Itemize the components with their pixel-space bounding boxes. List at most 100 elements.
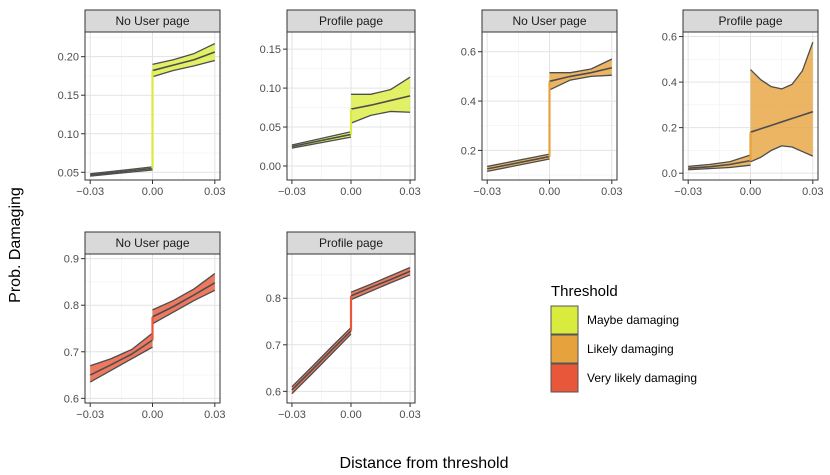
legend-title: Threshold bbox=[551, 283, 618, 300]
ci-ribbon-right bbox=[351, 77, 411, 124]
x-axis-title: Distance from threshold bbox=[340, 455, 509, 472]
y-tick-label: 0.0 bbox=[662, 168, 677, 180]
y-tick-label: 0.2 bbox=[461, 145, 476, 157]
x-tick-label: 0.03 bbox=[399, 409, 420, 421]
upper-line-left bbox=[688, 154, 751, 167]
fit-line-left bbox=[89, 339, 153, 376]
fit-line-left bbox=[688, 159, 751, 169]
y-tick-label: 0.6 bbox=[461, 47, 476, 59]
panel-3: No User page −0.03 0.00 0.03 0.2 0.4 0.6 bbox=[461, 9, 623, 198]
panel-strip-label: Profile page bbox=[319, 14, 383, 28]
panel-6: Profile page −0.03 0.00 0.03 0.6 0.7 0.8 bbox=[266, 231, 421, 421]
y-tick-label: 0.6 bbox=[266, 386, 281, 398]
y-tick-label: 0.4 bbox=[461, 96, 476, 108]
panel-strip-label: No User page bbox=[115, 236, 189, 250]
lower-line-left bbox=[487, 158, 550, 173]
y-tick-label: 0.05 bbox=[260, 122, 281, 134]
y-tick-label: 0.15 bbox=[58, 90, 79, 102]
y-tick-label: 0.20 bbox=[58, 52, 79, 64]
lower-line-right bbox=[152, 59, 215, 78]
x-tick-label: 0.00 bbox=[142, 186, 163, 198]
upper-line-left bbox=[90, 166, 153, 175]
legend-label: Likely damaging bbox=[587, 342, 674, 356]
lower-line-left bbox=[291, 333, 352, 395]
y-tick-label: 0.6 bbox=[64, 393, 79, 405]
upper-line-right bbox=[750, 42, 814, 90]
lower-line-left bbox=[688, 164, 751, 171]
x-tick-label: 0.00 bbox=[142, 409, 163, 421]
y-tick-label: 0.8 bbox=[266, 293, 281, 305]
x-tick-label: 0.00 bbox=[740, 186, 761, 198]
x-tick-label: 0.03 bbox=[601, 186, 622, 198]
y-tick-label: 0.00 bbox=[260, 161, 281, 173]
y-tick-label: 0.8 bbox=[64, 300, 79, 312]
fit-line-right bbox=[750, 110, 814, 133]
x-tick-label: −0.03 bbox=[76, 409, 104, 421]
x-tick-label: −0.03 bbox=[473, 186, 501, 198]
panel-5: No User page −0.03 0.00 0.03 0.6 0.7 0.8 0.9 bbox=[64, 231, 226, 421]
y-tick-label: 0.15 bbox=[260, 44, 281, 56]
lower-line-left bbox=[90, 169, 153, 177]
fit-line-right bbox=[152, 51, 216, 72]
lower-line-right bbox=[350, 110, 411, 124]
x-tick-label: 0.00 bbox=[539, 186, 560, 198]
fit-line-left bbox=[291, 133, 352, 148]
panels: No User page −0.03 0.00 0.03 0.05 0.10 0.15 0.2… bbox=[58, 9, 824, 421]
legend-label: Very likely damaging bbox=[587, 371, 697, 385]
fit-line-right bbox=[152, 282, 216, 318]
upper-line-left bbox=[291, 327, 352, 388]
ci-ribbon-left bbox=[688, 154, 751, 170]
upper-line-left bbox=[291, 131, 352, 146]
upper-line-right bbox=[152, 273, 216, 311]
panel-border bbox=[84, 31, 221, 181]
lower-line-left bbox=[89, 346, 153, 383]
x-tick-label: 0.03 bbox=[204, 186, 225, 198]
panel-strip-label: Profile page bbox=[718, 14, 782, 28]
panel-2: Profile page −0.03 0.00 0.03 0.00 0.05 0.10 0.1… bbox=[260, 9, 421, 198]
y-tick-label: 0.4 bbox=[662, 77, 677, 89]
panel-1: No User page −0.03 0.00 0.03 0.05 0.10 0.15 0.2… bbox=[58, 9, 226, 198]
upper-line-right bbox=[350, 266, 411, 293]
upper-line-right bbox=[152, 42, 216, 66]
y-tick-label: 0.10 bbox=[58, 129, 79, 141]
fit-line-right bbox=[549, 66, 612, 83]
y-tick-label: 0.2 bbox=[662, 123, 677, 135]
legend: Threshold Maybe damaging Likely damaging V… bbox=[550, 283, 697, 393]
x-tick-label: 0.03 bbox=[399, 186, 420, 198]
y-tick-label: 0.6 bbox=[662, 32, 677, 44]
x-tick-label: 0.03 bbox=[204, 409, 225, 421]
lower-line-right bbox=[152, 289, 216, 325]
upper-line-left bbox=[89, 332, 153, 367]
ci-ribbon-right bbox=[152, 273, 215, 324]
upper-line-left bbox=[487, 153, 550, 168]
legend-key bbox=[550, 334, 579, 364]
panel-strip-label: Profile page bbox=[319, 236, 383, 250]
y-tick-label: 0.05 bbox=[58, 167, 79, 179]
x-tick-label: 0.03 bbox=[802, 186, 823, 198]
upper-line-right bbox=[351, 76, 411, 95]
fit-line-left bbox=[90, 167, 153, 176]
lower-line-right bbox=[350, 274, 411, 301]
y-tick-label: 0.7 bbox=[266, 340, 281, 352]
lower-line-left bbox=[291, 136, 352, 149]
lower-line-right bbox=[750, 145, 814, 163]
upper-line-right bbox=[549, 58, 613, 74]
panel-border bbox=[286, 31, 416, 181]
ci-ribbon-right bbox=[750, 42, 813, 162]
panel-border bbox=[286, 253, 416, 404]
panel-strip-label: No User page bbox=[115, 14, 189, 28]
x-tick-label: 0.00 bbox=[340, 186, 361, 198]
legend-key bbox=[550, 305, 579, 335]
legend-key bbox=[550, 363, 579, 393]
panel-border bbox=[481, 31, 618, 181]
ci-ribbon-right bbox=[152, 43, 215, 77]
fit-line-left bbox=[291, 330, 352, 391]
x-tick-label: −0.03 bbox=[278, 409, 306, 421]
fit-line-right bbox=[350, 95, 411, 110]
y-tick-label: 0.9 bbox=[64, 254, 79, 266]
x-tick-label: 0.00 bbox=[340, 409, 361, 421]
lower-line-right bbox=[549, 74, 612, 91]
x-tick-label: −0.03 bbox=[76, 186, 104, 198]
y-tick-label: 0.10 bbox=[260, 83, 281, 95]
